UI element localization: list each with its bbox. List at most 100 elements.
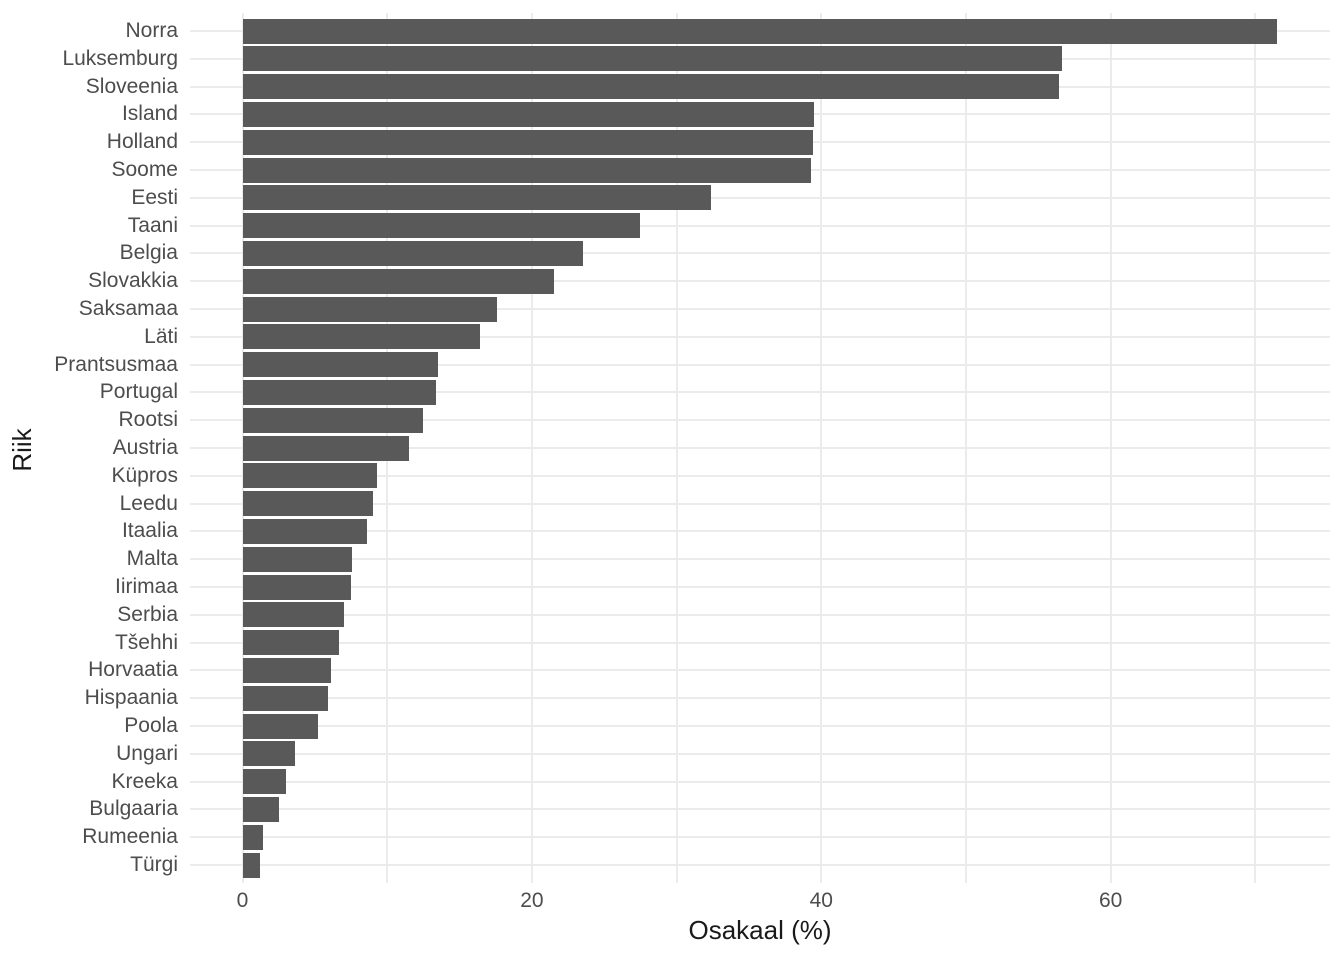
- y-axis-labels: Norra Luksemburg Sloveenia Island Holland Soo…: [0, 13, 178, 883]
- h-gridline: [190, 335, 1330, 338]
- y-axis-label: Austria: [112, 436, 178, 459]
- bar: [242, 407, 424, 433]
- y-axis-label: Rootsi: [118, 408, 178, 432]
- h-gridline: [190, 530, 1330, 533]
- h-gridline: [190, 224, 1330, 227]
- h-gridline: [190, 474, 1330, 477]
- y-axis-label: Eesti: [131, 185, 178, 209]
- bar: [242, 268, 554, 294]
- h-gridline: [190, 502, 1330, 505]
- bar: [242, 435, 409, 461]
- h-gridline: [190, 252, 1330, 255]
- y-axis-label: Saksamaa: [78, 297, 178, 320]
- h-gridline: [190, 669, 1330, 672]
- x-tick-label: 60: [1099, 889, 1123, 912]
- plot-panel: [190, 13, 1330, 883]
- y-axis-label: Horvaatia: [88, 658, 178, 682]
- v-gridline: [965, 13, 967, 883]
- bar: [242, 769, 286, 795]
- h-gridline: [190, 363, 1330, 366]
- bar: [242, 185, 712, 211]
- y-axis-label: Norra: [125, 19, 178, 42]
- y-axis-label: Prantsusmaa: [54, 352, 178, 376]
- bar: [242, 518, 367, 544]
- bar: [242, 240, 583, 266]
- y-axis-label: Portugal: [99, 380, 178, 404]
- bar: [242, 657, 331, 683]
- h-gridline: [190, 419, 1330, 422]
- y-axis-label: Slovakkia: [88, 269, 178, 293]
- y-axis-label: Luksemburg: [62, 46, 178, 70]
- y-axis-label: Küpros: [111, 463, 178, 487]
- bar: [242, 574, 352, 600]
- y-axis-label: Soome: [111, 158, 178, 181]
- bar: [242, 46, 1062, 72]
- y-axis-label: Island: [121, 102, 178, 126]
- y-axis-label: Serbia: [117, 602, 178, 626]
- h-gridline: [190, 808, 1330, 811]
- bar: [242, 491, 373, 517]
- y-axis-label: Bulgaaria: [89, 797, 178, 821]
- h-gridline: [190, 725, 1330, 727]
- h-gridline: [190, 586, 1330, 588]
- y-axis-label: Iirimaa: [114, 575, 178, 598]
- bar: [242, 213, 641, 239]
- bar: [242, 546, 353, 572]
- bar: [242, 296, 498, 322]
- y-axis-label: Kreeka: [111, 769, 178, 793]
- h-gridline: [190, 864, 1330, 866]
- bar: [242, 352, 438, 378]
- y-axis-label: Poola: [124, 714, 178, 737]
- bar: [242, 463, 378, 489]
- y-axis-label: Holland: [106, 130, 178, 154]
- bar: [242, 324, 480, 350]
- y-axis-label: Tšehhi: [114, 630, 178, 654]
- v-gridline: [1109, 13, 1112, 883]
- x-tick-label: 0: [236, 889, 249, 912]
- h-gridline: [190, 752, 1330, 755]
- h-gridline: [190, 391, 1330, 394]
- bar: [242, 379, 437, 405]
- h-gridline: [190, 697, 1330, 700]
- bar: [242, 824, 263, 850]
- bar: [242, 18, 1278, 44]
- y-axis-label: Itaalia: [121, 519, 178, 543]
- y-axis-label: Taani: [127, 213, 178, 237]
- h-gridline: [190, 558, 1330, 561]
- bar: [242, 630, 340, 656]
- bar: [242, 101, 815, 127]
- h-gridline: [190, 280, 1330, 283]
- y-axis-label: Ungari: [116, 741, 178, 765]
- h-gridline: [190, 780, 1330, 783]
- h-gridline: [190, 613, 1330, 616]
- h-gridline: [190, 447, 1330, 449]
- h-gridline: [190, 196, 1330, 199]
- v-gridline: [675, 13, 678, 883]
- h-gridline: [190, 836, 1330, 839]
- bar: [242, 157, 812, 183]
- h-gridline: [190, 308, 1330, 310]
- v-gridline: [820, 13, 823, 883]
- y-axis-label: Rumeenia: [82, 825, 178, 849]
- h-gridline: [190, 641, 1330, 644]
- bar: [242, 741, 295, 767]
- bar: [242, 685, 328, 711]
- bar: [242, 129, 813, 155]
- bar: [242, 602, 344, 628]
- y-axis-label: Belgia: [119, 241, 178, 265]
- y-axis-label: Türgi: [130, 853, 178, 876]
- bar: [242, 713, 318, 739]
- x-axis-title: Osakaal (%): [688, 915, 832, 945]
- v-gridline: [1254, 13, 1257, 883]
- x-tick-label: 20: [520, 889, 544, 912]
- x-tick-label: 40: [809, 889, 833, 912]
- y-axis-label: Hispaania: [84, 686, 178, 710]
- bar: [242, 852, 260, 878]
- y-axis-label: Sloveenia: [85, 74, 178, 98]
- y-axis-label: Malta: [126, 547, 178, 571]
- v-gridline: [530, 13, 533, 883]
- y-axis-label: Läti: [144, 324, 178, 348]
- y-axis-label: Leedu: [119, 491, 178, 515]
- bar: [242, 796, 279, 822]
